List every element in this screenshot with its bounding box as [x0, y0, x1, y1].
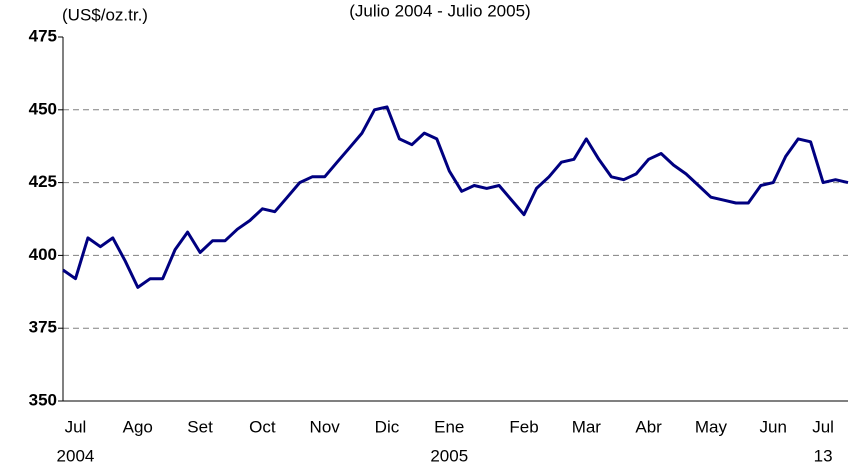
- x-tick-label: Dic: [375, 417, 400, 436]
- x-tick-label: May: [695, 417, 728, 436]
- y-tick-label: 350: [29, 390, 57, 409]
- chart-title: (Julio 2004 - Julio 2005): [349, 1, 530, 20]
- y-tick-label: 450: [29, 99, 57, 118]
- x-tick-label: Jul: [65, 417, 87, 436]
- y-axis-label: (US$/oz.tr.): [62, 5, 148, 24]
- x-tick-label: Feb: [509, 417, 538, 436]
- y-tick-label: 400: [29, 245, 57, 264]
- x-tick-label: Jun: [760, 417, 787, 436]
- x-tick-label: Mar: [572, 417, 602, 436]
- x-tick-label: Abr: [635, 417, 662, 436]
- y-tick-label: 475: [29, 26, 57, 45]
- x-tick-label: Oct: [249, 417, 276, 436]
- x-tick-label: Ago: [123, 417, 153, 436]
- y-tick-label: 375: [29, 318, 57, 337]
- price-line: [62, 105, 849, 289]
- y-tick-label: 425: [29, 172, 57, 191]
- x-tick-label: Jul: [812, 417, 834, 436]
- x-sublabel: 13: [814, 446, 833, 465]
- x-tick-label: Nov: [310, 417, 341, 436]
- x-sublabel: 2004: [57, 446, 95, 465]
- x-tick-label: Ene: [434, 417, 464, 436]
- x-tick-label: Set: [187, 417, 213, 436]
- x-sublabel: 2005: [430, 446, 468, 465]
